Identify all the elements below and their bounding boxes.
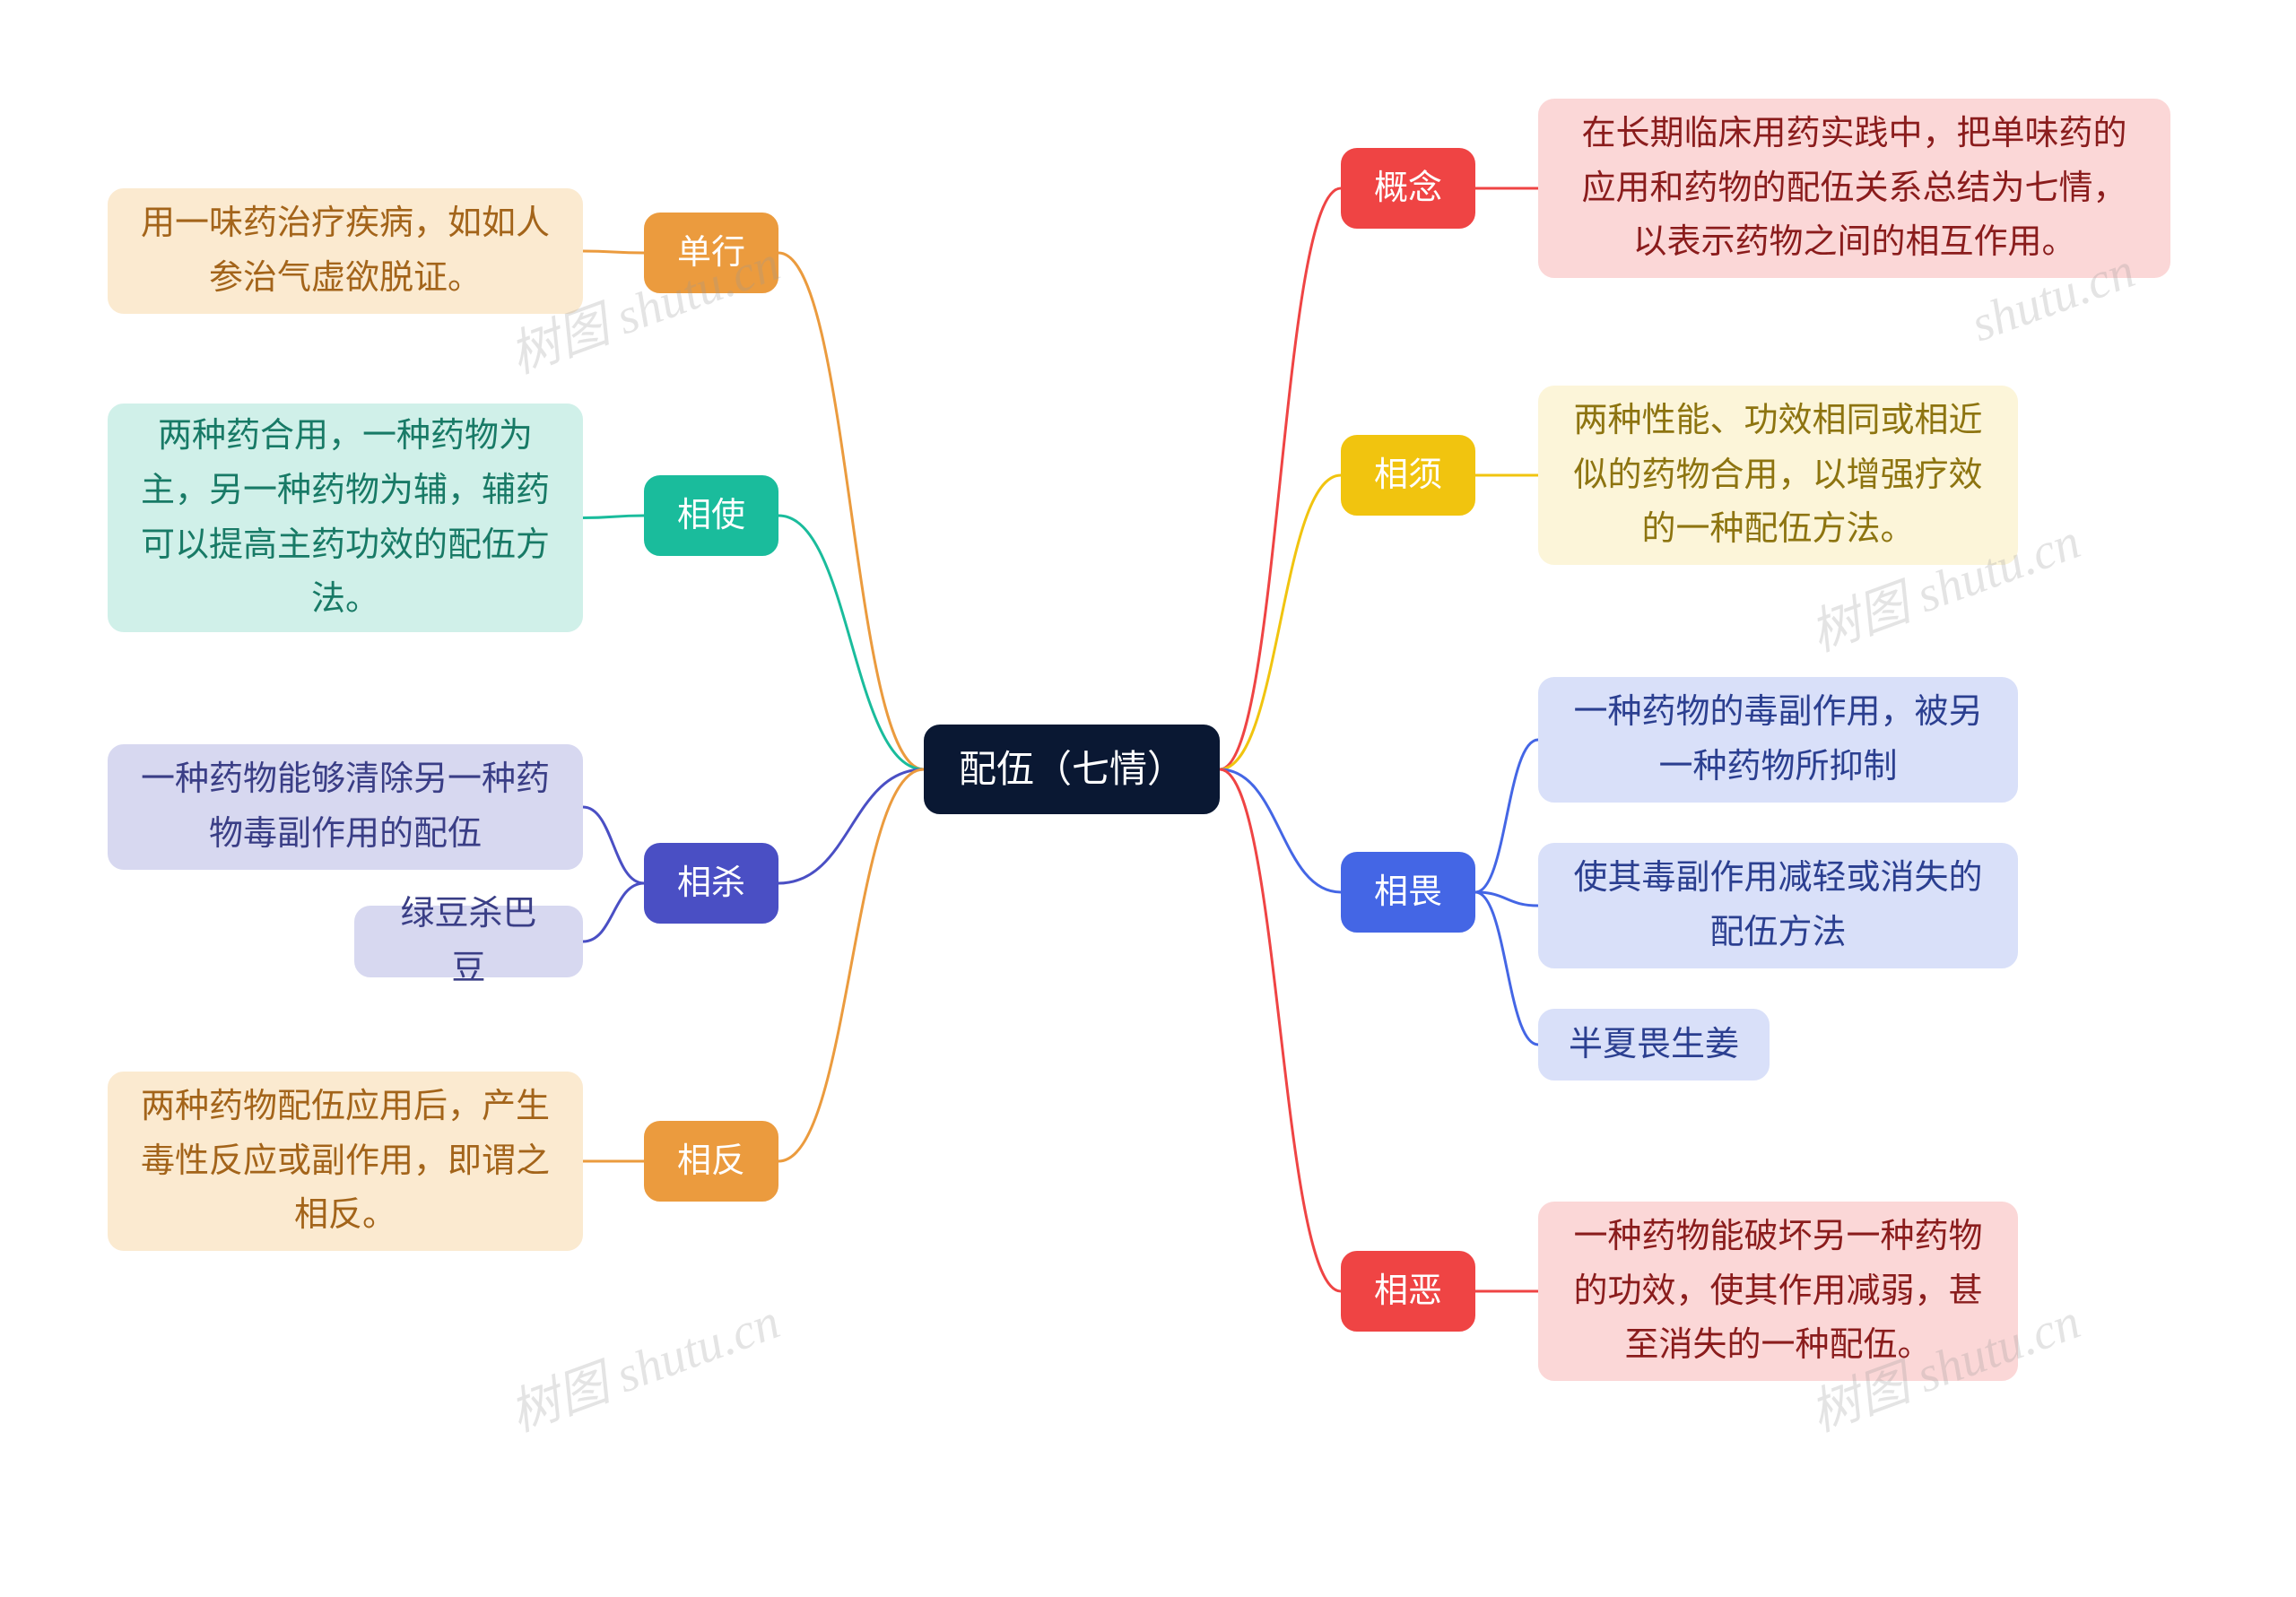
node-text: 使其毒副作用减轻或消失的配伍方法 — [1568, 851, 1988, 960]
node-text: 相杀 — [677, 856, 745, 911]
node-text: 相使 — [677, 489, 745, 543]
node-xiangfan: 相反 — [644, 1121, 778, 1202]
node-text: 两种性能、功效相同或相近似的药物合用，以增强疗效的一种配伍方法。 — [1568, 394, 1988, 557]
watermark-2: 树图 shutu.cn — [499, 1281, 788, 1446]
node-root: 配伍（七情） — [924, 725, 1220, 814]
node-xiangsha-desc2: 绿豆杀巴豆 — [354, 906, 583, 977]
node-gainian: 概念 — [1341, 148, 1475, 229]
node-xiangxu: 相须 — [1341, 435, 1475, 516]
node-text: 配伍（七情） — [959, 739, 1185, 799]
node-xiangfan-desc: 两种药物配伍应用后，产生毒性反应或副作用，即谓之相反。 — [108, 1072, 583, 1251]
node-xiangwu: 相恶 — [1341, 1251, 1475, 1332]
node-text: 一种药物能破坏另一种药物的功效，使其作用减弱，甚至消失的一种配伍。 — [1568, 1210, 1988, 1373]
mindmap-canvas: 配伍（七情） 单行 用一味药治疗疾病，如如人参治气虚欲脱证。相使 两种药合用，一种药物… — [0, 0, 2296, 1597]
node-xiangwei-desc2: 使其毒副作用减轻或消失的配伍方法 — [1538, 843, 2018, 968]
node-xiangwei-desc1: 一种药物的毒副作用，被另一种药物所抑制 — [1538, 677, 2018, 803]
node-text: 两种药物配伍应用后，产生毒性反应或副作用，即谓之相反。 — [137, 1080, 553, 1243]
node-xiangwu-desc: 一种药物能破坏另一种药物的功效，使其作用减弱，甚至消失的一种配伍。 — [1538, 1202, 2018, 1381]
node-xiangwei-desc3: 半夏畏生姜 — [1538, 1009, 1770, 1081]
node-danxing: 单行 — [644, 213, 778, 293]
node-danxing-desc: 用一味药治疗疾病，如如人参治气虚欲脱证。 — [108, 188, 583, 314]
node-text: 相畏 — [1374, 865, 1442, 920]
node-gainian-desc: 在长期临床用药实践中，把单味药的应用和药物的配伍关系总结为七情，以表示药物之间的… — [1538, 99, 2170, 278]
node-xiangxu-desc: 两种性能、功效相同或相近似的药物合用，以增强疗效的一种配伍方法。 — [1538, 386, 2018, 565]
node-xiangsha: 相杀 — [644, 843, 778, 924]
node-text: 一种药物的毒副作用，被另一种药物所抑制 — [1568, 685, 1988, 794]
node-text: 相反 — [677, 1134, 745, 1189]
node-text: 相恶 — [1374, 1264, 1442, 1319]
node-xiangwei: 相畏 — [1341, 852, 1475, 933]
node-text: 用一味药治疗疾病，如如人参治气虚欲脱证。 — [137, 196, 553, 306]
node-text: 半夏畏生姜 — [1569, 1018, 1739, 1072]
node-xiangsha-desc1: 一种药物能够清除另一种药物毒副作用的配伍 — [108, 744, 583, 870]
node-text: 概念 — [1374, 161, 1442, 216]
node-text: 两种药合用，一种药物为主，另一种药物为辅，辅药可以提高主药功效的配伍方法。 — [137, 409, 553, 627]
node-xiangshi: 相使 — [644, 475, 778, 556]
node-text: 相须 — [1374, 448, 1442, 503]
node-xiangshi-desc: 两种药合用，一种药物为主，另一种药物为辅，辅药可以提高主药功效的配伍方法。 — [108, 404, 583, 632]
node-text: 在长期临床用药实践中，把单味药的应用和药物的配伍关系总结为七情，以表示药物之间的… — [1568, 107, 2141, 270]
node-text: 绿豆杀巴豆 — [384, 887, 553, 996]
node-text: 单行 — [677, 226, 745, 281]
node-text: 一种药物能够清除另一种药物毒副作用的配伍 — [137, 752, 553, 862]
